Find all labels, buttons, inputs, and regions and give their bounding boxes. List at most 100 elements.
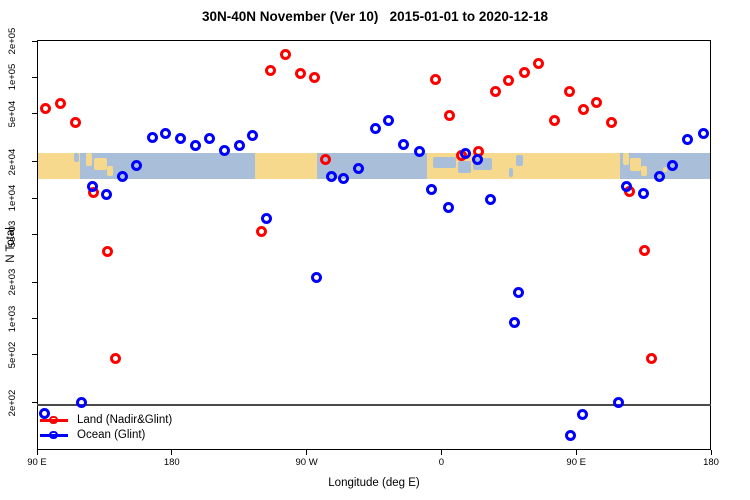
data-point-land <box>646 352 658 364</box>
legend-circle-icon <box>49 415 58 424</box>
data-point-ocean <box>485 193 497 205</box>
data-point-ocean <box>576 409 588 421</box>
x-tick-label: 0 <box>438 457 445 468</box>
map-band-island-patch <box>93 158 107 170</box>
data-point-land <box>54 97 66 109</box>
map-band-island-patch <box>85 153 92 166</box>
y-tick <box>32 318 37 320</box>
data-point-ocean <box>666 159 678 171</box>
data-point-land <box>109 352 121 364</box>
x-tick <box>306 450 308 455</box>
x-tick <box>171 450 173 455</box>
data-point-land <box>563 86 575 98</box>
data-point-ocean <box>621 181 633 193</box>
y-tick-label: 2e+02 <box>7 389 18 417</box>
legend-label: Land (Nadir&Glint) <box>77 414 173 426</box>
data-point-ocean <box>414 145 426 157</box>
map-band-sea-patch <box>433 157 457 169</box>
map-band-island-patch <box>663 167 667 173</box>
y-tick <box>32 76 37 78</box>
data-point-land <box>101 246 113 257</box>
data-point-land <box>532 57 544 69</box>
y-tick <box>32 197 37 199</box>
data-point-ocean <box>234 140 246 152</box>
legend-row: Ocean (Glint) <box>40 428 172 443</box>
map-band-island-patch <box>622 153 629 165</box>
data-point-ocean <box>86 181 98 193</box>
y-tick <box>32 354 37 356</box>
legend-label: Ocean (Glint) <box>77 429 146 441</box>
map-band-island-patch <box>106 165 114 176</box>
data-point-ocean <box>442 202 454 214</box>
data-point-ocean <box>460 147 472 159</box>
data-point-land <box>256 225 268 237</box>
data-point-ocean <box>509 317 521 329</box>
x-tick <box>36 450 38 455</box>
data-point-ocean <box>337 173 349 185</box>
data-point-land <box>443 110 455 122</box>
data-point-ocean <box>637 188 649 200</box>
y-tick <box>32 40 37 42</box>
data-point-ocean <box>117 170 129 182</box>
data-point-ocean <box>472 154 484 166</box>
data-point-ocean <box>513 286 525 298</box>
data-point-land <box>309 71 321 83</box>
data-point-ocean <box>190 139 202 151</box>
chart-title: 30N-40N November (Ver 10) 2015-01-01 to … <box>202 9 548 24</box>
data-point-ocean <box>203 133 215 145</box>
data-point-ocean <box>612 397 624 409</box>
data-point-ocean <box>160 128 172 140</box>
data-point-ocean <box>352 162 364 174</box>
map-band-island-patch <box>630 158 642 171</box>
data-point-ocean <box>565 430 577 442</box>
data-point-land <box>430 74 442 86</box>
data-point-land <box>489 85 501 97</box>
data-point-land <box>638 244 650 256</box>
data-point-ocean <box>697 128 709 140</box>
data-point-ocean <box>682 134 694 146</box>
y-tick <box>32 402 37 404</box>
data-point-land <box>548 114 560 126</box>
data-point-ocean <box>101 189 113 201</box>
land-series-symbol <box>40 415 68 427</box>
data-point-land <box>320 153 332 165</box>
data-point-ocean <box>370 122 382 134</box>
x-tick <box>575 450 577 455</box>
map-band-island-patch <box>641 165 648 176</box>
map-band-sea-patch <box>73 153 80 163</box>
y-tick <box>32 113 37 115</box>
x-tick-label: 180 <box>703 457 719 468</box>
data-point-land <box>591 96 603 108</box>
data-point-ocean <box>146 131 158 143</box>
data-point-land <box>40 103 52 115</box>
y-tick <box>32 233 37 235</box>
data-point-ocean <box>247 129 259 141</box>
map-band-sea-patch <box>508 168 514 177</box>
x-tick <box>710 450 712 455</box>
data-point-ocean <box>653 170 665 182</box>
x-tick-label: 90 E <box>566 457 586 468</box>
data-point-ocean <box>397 138 409 150</box>
data-point-land <box>503 74 515 86</box>
map-band-land-segment <box>38 153 80 179</box>
ocean-series-symbol <box>40 430 68 442</box>
data-point-land <box>70 117 82 129</box>
y-tick-label: 5e+02 <box>7 341 18 369</box>
data-point-land <box>264 65 276 77</box>
y-tick-label: 5e+03 <box>7 220 18 248</box>
map-band-sea-patch <box>457 160 472 173</box>
data-point-ocean <box>326 171 338 183</box>
y-tick-label: 5e+04 <box>7 100 18 128</box>
data-point-ocean <box>130 160 142 172</box>
data-point-land <box>606 117 618 129</box>
legend: Land (Nadir&Glint) Ocean (Glint) <box>40 413 172 443</box>
map-band-sea-patch <box>515 154 524 166</box>
y-tick <box>32 161 37 163</box>
data-point-ocean <box>76 397 88 409</box>
x-tick <box>440 450 442 455</box>
plot-frame <box>37 40 711 450</box>
y-tick <box>32 281 37 283</box>
map-band-land-segment <box>255 153 318 179</box>
data-point-ocean <box>311 271 323 283</box>
